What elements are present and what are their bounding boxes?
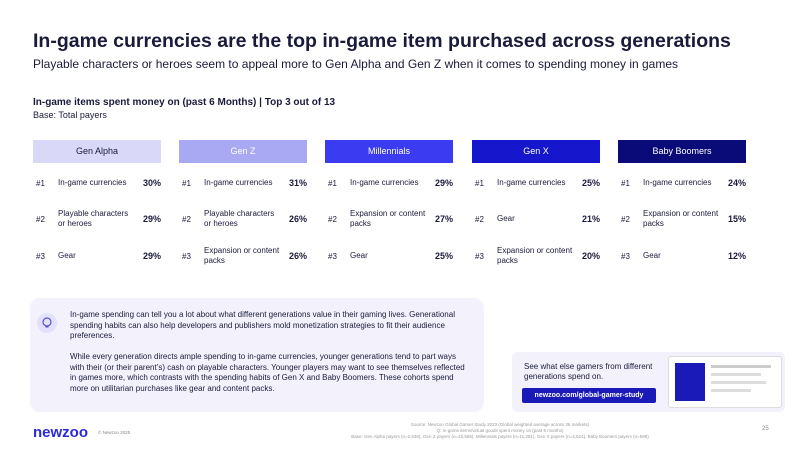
item-label: Gear <box>643 251 661 260</box>
item-label: Playable characters or heroes <box>58 209 129 228</box>
item-value: 26% <box>288 214 307 224</box>
item-row: #1 In-game currencies 29% <box>325 168 453 198</box>
item-value: 29% <box>142 251 161 261</box>
item-value: 21% <box>581 214 600 224</box>
item-row: #3 Gear 29% <box>33 241 161 271</box>
column-header: Gen X <box>472 140 600 163</box>
item-value: 31% <box>288 178 307 188</box>
item-value: 24% <box>727 178 746 188</box>
item-row: #3 Expansion or content packs 20% <box>472 241 600 271</box>
item-row: #1 In-game currencies 25% <box>472 168 600 198</box>
item-row: #3 Gear 12% <box>618 241 746 271</box>
thumbnail-art <box>675 363 771 401</box>
copyright: © Newzoo 2025 <box>98 430 131 435</box>
generation-column: Gen Z #1 In-game currencies 31% #2 Playable c… <box>179 140 307 290</box>
generation-column: Gen X #1 In-game currencies 25% #2 Gear 21% #3 E… <box>472 140 600 290</box>
item-label: In-game currencies <box>643 178 712 187</box>
rank: #2 <box>621 214 630 224</box>
item-value: 20% <box>581 251 600 261</box>
item-value: 29% <box>434 178 453 188</box>
item-value: 26% <box>288 251 307 261</box>
rank: #1 <box>328 178 337 188</box>
page-number: 25 <box>762 426 769 432</box>
section-base: Base: Total payers <box>33 110 107 120</box>
rank: #1 <box>182 178 191 188</box>
item-value: 25% <box>581 178 600 188</box>
item-row: #2 Expansion or content packs 15% <box>618 204 746 234</box>
logo: newzoo <box>33 424 88 441</box>
rank: #2 <box>328 214 337 224</box>
item-label: Gear <box>58 251 76 260</box>
item-row: #2 Playable characters or heroes 29% <box>33 204 161 234</box>
title: In-game currencies are the top in-game i… <box>33 30 731 52</box>
generation-column: Millennials #1 In-game currencies 29% #2 Expa… <box>325 140 453 290</box>
rank: #1 <box>475 178 484 188</box>
item-label: Gear <box>350 251 368 260</box>
bulb-icon <box>37 313 57 333</box>
column-header: Baby Boomers <box>618 140 746 163</box>
rank: #1 <box>621 178 630 188</box>
source-line: Source: Newzoo Global Gamer Study 2023 (… <box>410 422 590 427</box>
rank: #3 <box>36 251 45 261</box>
item-value: 27% <box>434 214 453 224</box>
insight-paragraph: While every generation directs ample spe… <box>70 352 465 393</box>
rank: #3 <box>621 251 630 261</box>
rank: #2 <box>475 214 484 224</box>
generation-column: Gen Alpha #1 In-game currencies 30% #2 Playab… <box>33 140 161 290</box>
item-value: 30% <box>142 178 161 188</box>
item-label: Expansion or content packs <box>497 246 573 265</box>
item-label: Playable characters or heroes <box>204 209 275 228</box>
subtitle: Playable characters or heroes seem to ap… <box>33 57 679 71</box>
rank: #3 <box>328 251 337 261</box>
item-label: Expansion or content packs <box>643 209 719 228</box>
source-line: Base: Gen Alpha payers (n=2,538), Gen Z … <box>351 434 649 439</box>
source: Source: Newzoo Global Gamer Study 2023 (… <box>270 422 730 440</box>
rank: #3 <box>475 251 484 261</box>
column-header: Gen Alpha <box>33 140 161 163</box>
rank: #2 <box>182 214 191 224</box>
item-row: #2 Playable characters or heroes 26% <box>179 204 307 234</box>
promo-text: See what else gamers from different gene… <box>524 362 653 381</box>
section-heading: In-game items spent money on (past 6 Mon… <box>33 97 336 108</box>
item-row: #1 In-game currencies 31% <box>179 168 307 198</box>
item-row: #1 In-game currencies 30% <box>33 168 161 198</box>
item-label: In-game currencies <box>204 178 273 187</box>
insight-paragraph: In-game spending can tell you a lot abou… <box>70 310 455 340</box>
item-label: In-game currencies <box>497 178 566 187</box>
source-line: Q: In-game items/virtual goods spent mon… <box>436 428 564 433</box>
item-row: #1 In-game currencies 24% <box>618 168 746 198</box>
item-row: #3 Expansion or content packs 26% <box>179 241 307 271</box>
rank: #3 <box>182 251 191 261</box>
report-thumbnail <box>668 356 782 408</box>
item-label: Gear <box>497 214 515 223</box>
item-value: 29% <box>142 214 161 224</box>
item-row: #3 Gear 25% <box>325 241 453 271</box>
item-row: #2 Gear 21% <box>472 204 600 234</box>
generation-column: Baby Boomers #1 In-game currencies 24% #2 Exp… <box>618 140 746 290</box>
insight-box <box>30 298 484 412</box>
column-header: Gen Z <box>179 140 307 163</box>
rank: #1 <box>36 178 45 188</box>
promo-link[interactable]: newzoo.com/global-gamer-study <box>522 388 656 403</box>
item-value: 12% <box>727 251 746 261</box>
item-value: 15% <box>727 214 746 224</box>
item-label: In-game currencies <box>350 178 419 187</box>
item-row: #2 Expansion or content packs 27% <box>325 204 453 234</box>
column-header: Millennials <box>325 140 453 163</box>
item-label: Expansion or content packs <box>204 246 280 265</box>
item-label: Expansion or content packs <box>350 209 426 228</box>
bulb-glyph <box>42 317 52 328</box>
item-label: In-game currencies <box>58 178 127 187</box>
item-value: 25% <box>434 251 453 261</box>
rank: #2 <box>36 214 45 224</box>
